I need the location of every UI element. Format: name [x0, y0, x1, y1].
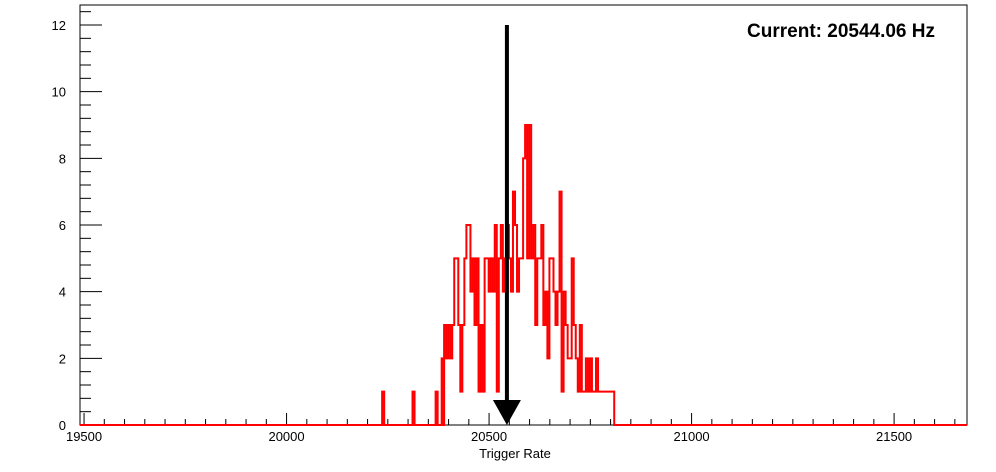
y-tick-label: 4	[59, 285, 66, 300]
y-tick-labels: 0 2 4 6 8 10 12	[52, 18, 66, 433]
x-tick-label: 21500	[876, 429, 912, 444]
histogram-series-line	[80, 124, 967, 426]
y-tick-label: 6	[59, 218, 66, 233]
x-tick-label: 20500	[471, 429, 507, 444]
y-tick-label: 12	[52, 18, 66, 33]
y-tick-label: 10	[52, 85, 66, 100]
x-tick-label: 19500	[66, 429, 102, 444]
y-tick-label: 0	[59, 418, 66, 433]
x-tick-label: 21000	[674, 429, 710, 444]
x-tick-label: 20000	[268, 429, 304, 444]
x-tick-labels: 19500 20000 20500 21000 21500	[66, 429, 912, 444]
x-axis-title: Trigger Rate	[479, 446, 551, 461]
plot-frame	[79, 4, 968, 426]
y-tick-label: 8	[59, 151, 66, 166]
current-rate-arrow-head	[492, 400, 521, 425]
y-tick-label: 2	[59, 351, 66, 366]
axis-ticks	[80, 11, 956, 426]
current-rate-annotation: Current: 20544.06 Hz	[747, 21, 935, 42]
